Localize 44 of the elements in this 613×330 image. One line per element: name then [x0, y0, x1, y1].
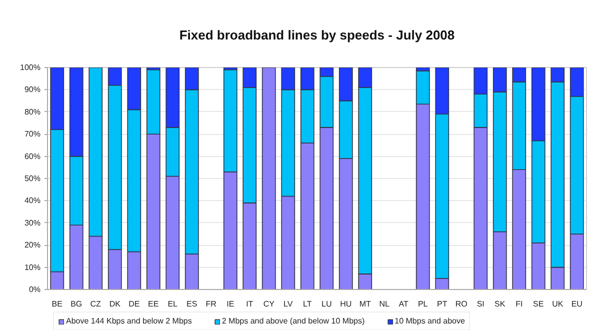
y-tick-label: 30% — [24, 218, 41, 228]
x-tick-label: EL — [168, 300, 178, 308]
x-tick-label: BE — [52, 300, 62, 308]
x-tick-label: BG — [70, 300, 82, 308]
x-tick-label: FR — [206, 300, 217, 308]
y-tick-label: 90% — [24, 85, 41, 94]
y-tick-label: 40% — [24, 196, 41, 206]
x-tick-label: UK — [552, 300, 564, 308]
bar — [262, 68, 276, 290]
chart-title: Fixed broadband lines by speeds - July 2008 — [179, 28, 455, 42]
legend-label: 10 Mbps and above — [394, 316, 465, 326]
y-tick-label: 10% — [24, 262, 41, 272]
legend-label: Above 144 Kbps and below 2 Mbps — [66, 316, 192, 326]
x-tick-label: EU — [571, 300, 583, 308]
x-tick-label: PT — [437, 300, 448, 308]
x-tick-label: RO — [455, 300, 468, 308]
x-tick-label: SK — [494, 300, 506, 308]
y-tick-label: 50% — [24, 174, 41, 183]
x-tick-label: MT — [359, 300, 372, 308]
x-tick-label: IT — [246, 300, 254, 308]
x-tick-label: EE — [148, 300, 159, 308]
legend-label: 2 Mbps and above (and below 10 Mbps) — [222, 316, 365, 326]
x-tick-label: DK — [109, 300, 122, 308]
x-tick-label: CY — [263, 300, 276, 308]
y-tick-label: 100% — [20, 63, 41, 72]
x-tick-label: SE — [533, 300, 544, 308]
x-tick-label: FI — [516, 300, 523, 308]
y-tick-label: 70% — [24, 130, 41, 139]
x-tick-label: AT — [398, 300, 409, 308]
y-tick-label: 0% — [28, 285, 40, 294]
x-tick-label: HU — [340, 300, 352, 308]
y-tick-label: 20% — [24, 240, 41, 250]
x-tick-label: SI — [476, 300, 484, 308]
x-tick-label: IE — [226, 300, 234, 308]
x-tick-label: LV — [284, 300, 294, 308]
x-tick-label: NL — [379, 300, 390, 308]
x-tick-label: PL — [418, 300, 428, 308]
x-tick-label: CZ — [90, 300, 102, 308]
x-tick-label: ES — [186, 300, 198, 308]
y-tick-label: 60% — [24, 152, 41, 161]
x-tick-label: DE — [128, 300, 140, 308]
x-tick-label: LT — [303, 300, 312, 308]
y-tick-label: 80% — [24, 107, 41, 116]
x-tick-label: LU — [322, 300, 332, 308]
